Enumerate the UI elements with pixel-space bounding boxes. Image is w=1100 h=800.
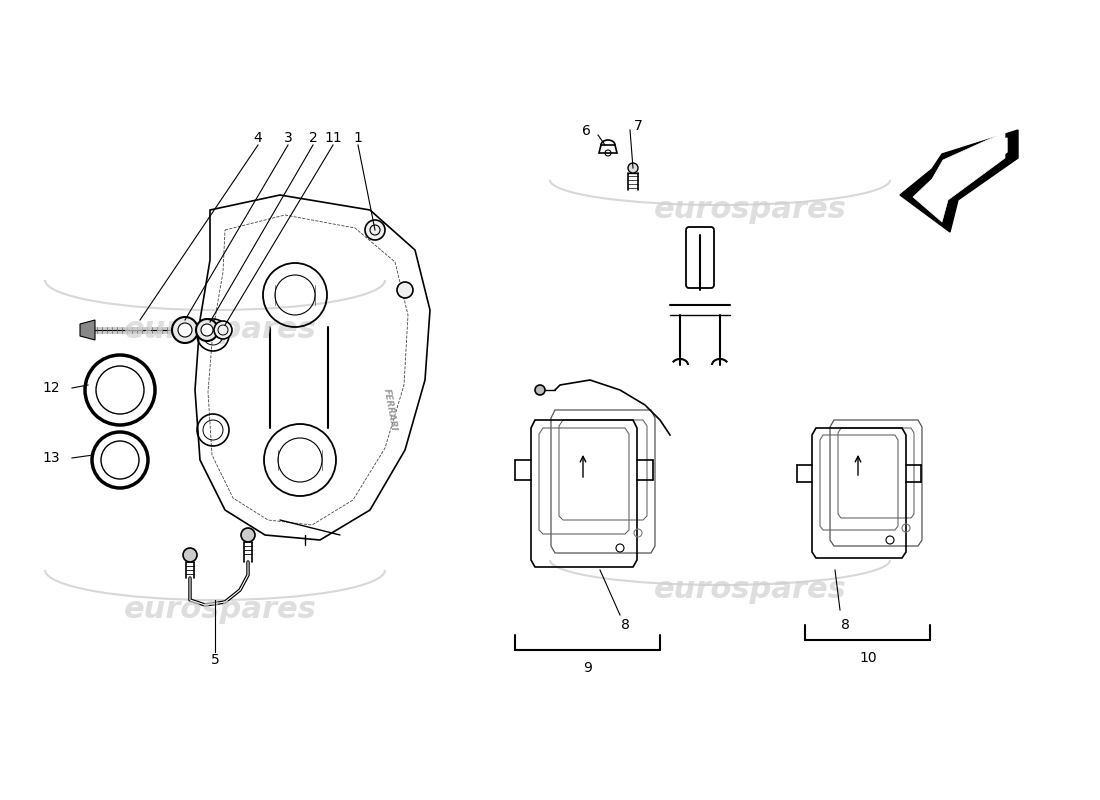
Circle shape: [535, 385, 544, 395]
Text: 4: 4: [254, 131, 263, 145]
Text: 13: 13: [43, 451, 60, 465]
Polygon shape: [80, 320, 95, 340]
Circle shape: [241, 528, 255, 542]
Circle shape: [397, 282, 412, 298]
Text: 1: 1: [353, 131, 362, 145]
Circle shape: [365, 220, 385, 240]
Circle shape: [214, 321, 232, 339]
Polygon shape: [900, 130, 1018, 232]
Text: 11: 11: [324, 131, 342, 145]
Polygon shape: [913, 132, 1005, 222]
Text: 10: 10: [859, 651, 877, 665]
Text: 6: 6: [582, 124, 591, 138]
Circle shape: [628, 163, 638, 173]
Circle shape: [178, 323, 192, 337]
Polygon shape: [917, 138, 1006, 218]
Circle shape: [172, 317, 198, 343]
Text: eurospares: eurospares: [653, 195, 846, 225]
Text: 3: 3: [284, 131, 293, 145]
Text: 5: 5: [210, 653, 219, 667]
Text: 9: 9: [584, 661, 593, 675]
Text: eurospares: eurospares: [123, 315, 317, 345]
Text: eurospares: eurospares: [123, 595, 317, 625]
Text: 2: 2: [309, 131, 318, 145]
Circle shape: [183, 548, 197, 562]
Text: 8: 8: [620, 618, 629, 632]
Text: 12: 12: [43, 381, 60, 395]
Text: 7: 7: [634, 119, 642, 133]
Polygon shape: [905, 128, 1010, 230]
Text: eurospares: eurospares: [653, 575, 846, 605]
Circle shape: [196, 319, 218, 341]
Text: FERRARI: FERRARI: [382, 388, 398, 432]
Text: 8: 8: [840, 618, 849, 632]
Circle shape: [201, 324, 213, 336]
